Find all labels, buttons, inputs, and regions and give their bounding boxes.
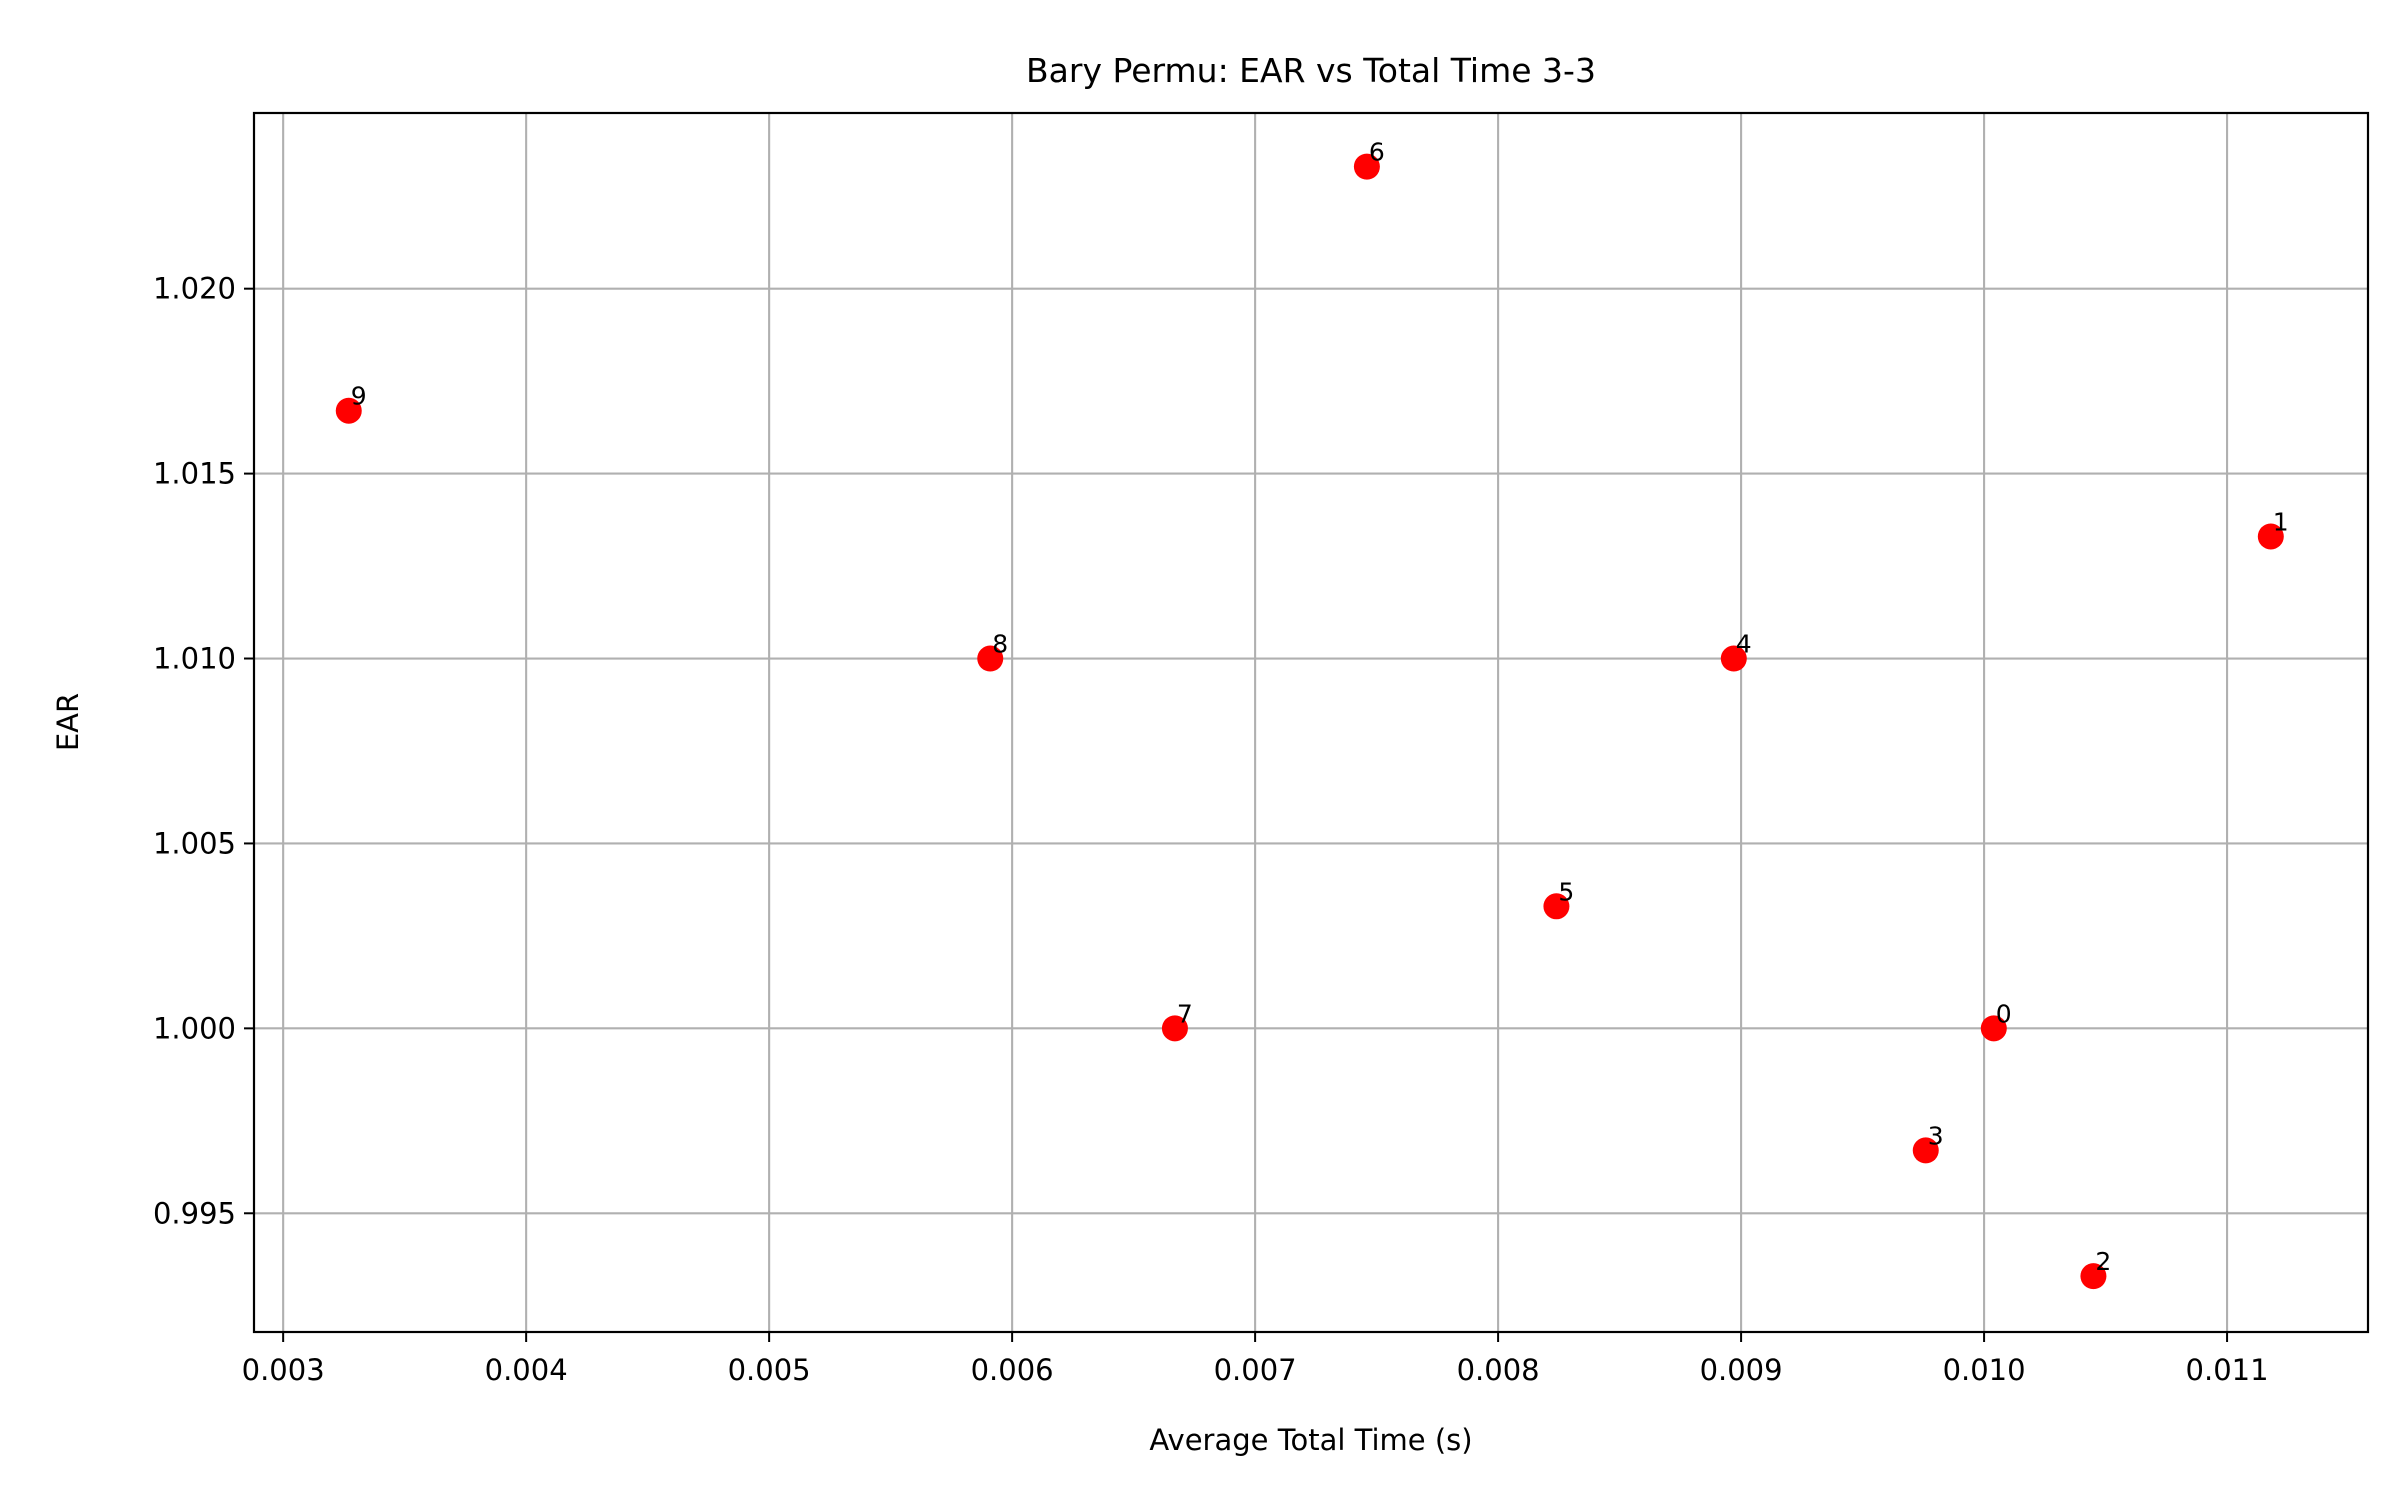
x-tick-label: 0.005 [728,1353,811,1387]
data-point [1543,893,1570,920]
data-point-label: 6 [1369,138,1385,167]
data-point [1353,153,1380,180]
data-point-label: 4 [1736,630,1752,659]
x-tick-label: 0.004 [485,1353,568,1387]
data-point-label: 9 [351,382,367,411]
data-point [1161,1015,1188,1042]
data-point-label: 3 [1928,1121,1944,1150]
x-tick-label: 0.008 [1457,1353,1540,1387]
data-point-label: 2 [2095,1247,2111,1276]
data-point [335,397,362,424]
grid-lines [254,113,2368,1332]
chart-title: Bary Permu: EAR vs Total Time 3-3 [1026,51,1596,90]
x-axis-label: Average Total Time (s) [1149,1423,1472,1457]
y-tick-label: 1.005 [153,826,236,860]
data-point [977,645,1004,672]
data-point [1980,1015,2007,1042]
x-tick-label: 0.006 [971,1353,1054,1387]
y-axis-label: EAR [51,693,85,751]
y-tick-label: 1.000 [153,1011,236,1045]
x-tick-label: 0.010 [1943,1353,2026,1387]
y-tick-label: 1.010 [153,642,236,676]
y-tick-label: 1.020 [153,272,236,306]
data-point-label: 1 [2273,507,2289,536]
data-point-label: 8 [992,630,1008,659]
data-point [1912,1137,1939,1164]
data-point-label: 7 [1177,999,1193,1028]
data-point [1720,645,1747,672]
x-tick-label: 0.009 [1700,1353,1783,1387]
x-tick-label: 0.011 [2186,1353,2269,1387]
data-point [2257,523,2284,550]
x-tick-label: 0.007 [1214,1353,1297,1387]
y-tick-label: 1.015 [153,457,236,491]
data-points: 0 1 2 3 4 5 6 7 8 9 [335,138,2289,1290]
plot-frame [252,111,2370,1334]
data-point [2080,1263,2107,1290]
data-point-label: 5 [1558,877,1574,906]
axis-ticks: 0.003 0.004 0.005 0.006 0.007 0.008 0.009 0.010… [153,272,2269,1387]
data-point-label: 0 [1996,999,2012,1028]
y-tick-label: 0.995 [153,1196,236,1230]
x-tick-label: 0.003 [242,1353,325,1387]
